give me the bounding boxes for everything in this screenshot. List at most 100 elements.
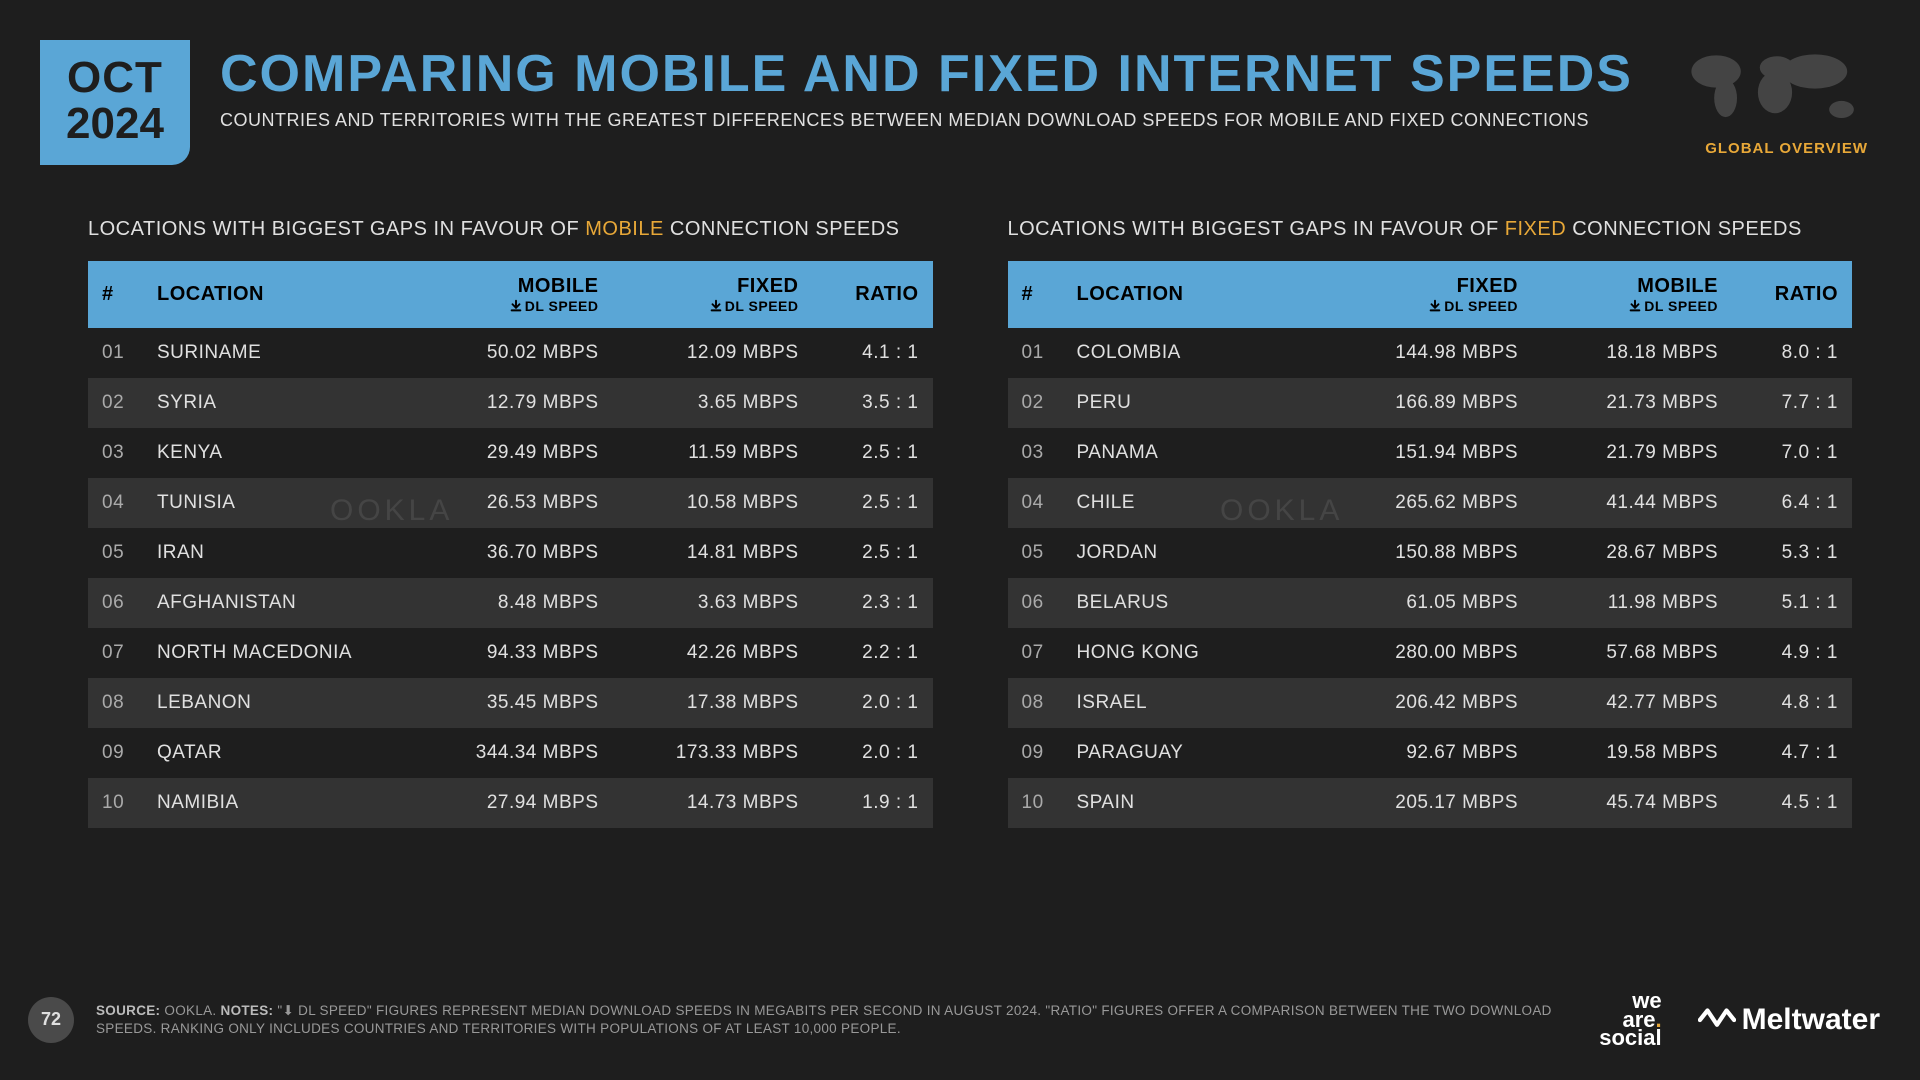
row-num: 05 — [88, 528, 143, 578]
row-speed-b: 14.81 MBPS — [613, 528, 813, 578]
row-num: 03 — [88, 428, 143, 478]
row-speed-b: 45.74 MBPS — [1532, 778, 1732, 828]
row-num: 06 — [88, 578, 143, 628]
table-row: 10NAMIBIA27.94 MBPS14.73 MBPS1.9 : 1 — [88, 778, 933, 828]
row-ratio: 4.1 : 1 — [813, 328, 933, 378]
row-speed-b: 14.73 MBPS — [613, 778, 813, 828]
row-num: 04 — [1008, 478, 1063, 528]
row-speed-b: 11.98 MBPS — [1532, 578, 1732, 628]
row-speed-a: 144.98 MBPS — [1332, 328, 1532, 378]
col-fixed-speed: FIXEDDL SPEED — [613, 261, 813, 328]
page-number: 72 — [28, 997, 74, 1043]
table-row: 03PANAMA151.94 MBPS21.79 MBPS7.0 : 1 — [1008, 428, 1853, 478]
col-location: LOCATION — [1063, 261, 1333, 328]
table-row: 03KENYA29.49 MBPS11.59 MBPS2.5 : 1 — [88, 428, 933, 478]
row-location: TUNISIA — [143, 478, 413, 528]
row-ratio: 4.5 : 1 — [1732, 778, 1852, 828]
row-speed-b: 42.26 MBPS — [613, 628, 813, 678]
table-row: 01SURINAME50.02 MBPS12.09 MBPS4.1 : 1 — [88, 328, 933, 378]
row-num: 09 — [1008, 728, 1063, 778]
row-num: 03 — [1008, 428, 1063, 478]
table-row: 07HONG KONG280.00 MBPS57.68 MBPS4.9 : 1 — [1008, 628, 1853, 678]
row-speed-b: 21.73 MBPS — [1532, 378, 1732, 428]
row-ratio: 7.0 : 1 — [1732, 428, 1852, 478]
row-ratio: 5.3 : 1 — [1732, 528, 1852, 578]
row-location: LEBANON — [143, 678, 413, 728]
row-speed-b: 3.63 MBPS — [613, 578, 813, 628]
table-row: 05JORDAN150.88 MBPS28.67 MBPS5.3 : 1 — [1008, 528, 1853, 578]
logos: we are. social Meltwater — [1599, 992, 1880, 1048]
row-num: 05 — [1008, 528, 1063, 578]
row-ratio: 4.8 : 1 — [1732, 678, 1852, 728]
row-speed-a: 36.70 MBPS — [413, 528, 613, 578]
row-speed-a: 94.33 MBPS — [413, 628, 613, 678]
col-mobile-speed: MOBILEDL SPEED — [413, 261, 613, 328]
page-subtitle: COUNTRIES AND TERRITORIES WITH THE GREAT… — [220, 110, 1633, 131]
row-speed-b: 12.09 MBPS — [613, 328, 813, 378]
row-speed-a: 26.53 MBPS — [413, 478, 613, 528]
row-location: AFGHANISTAN — [143, 578, 413, 628]
row-location: PERU — [1063, 378, 1333, 428]
row-num: 04 — [88, 478, 143, 528]
row-num: 02 — [1008, 378, 1063, 428]
table-header-row: # LOCATION FIXEDDL SPEED MOBILEDL SPEED … — [1008, 261, 1853, 328]
row-ratio: 3.5 : 1 — [813, 378, 933, 428]
table-row: 02PERU166.89 MBPS21.73 MBPS7.7 : 1 — [1008, 378, 1853, 428]
row-location: BELARUS — [1063, 578, 1333, 628]
table-row: 06AFGHANISTAN8.48 MBPS3.63 MBPS2.3 : 1 — [88, 578, 933, 628]
row-location: KENYA — [143, 428, 413, 478]
row-ratio: 2.5 : 1 — [813, 428, 933, 478]
page-title: COMPARING MOBILE AND FIXED INTERNET SPEE… — [220, 48, 1633, 100]
row-location: SYRIA — [143, 378, 413, 428]
row-speed-a: 92.67 MBPS — [1332, 728, 1532, 778]
table-row: 09PARAGUAY92.67 MBPS19.58 MBPS4.7 : 1 — [1008, 728, 1853, 778]
table-row: 01COLOMBIA144.98 MBPS18.18 MBPS8.0 : 1 — [1008, 328, 1853, 378]
row-ratio: 2.0 : 1 — [813, 678, 933, 728]
row-location: CHILE — [1063, 478, 1333, 528]
world-map-icon — [1680, 44, 1870, 136]
row-speed-b: 41.44 MBPS — [1532, 478, 1732, 528]
row-speed-b: 18.18 MBPS — [1532, 328, 1732, 378]
row-speed-b: 19.58 MBPS — [1532, 728, 1732, 778]
row-ratio: 2.0 : 1 — [813, 728, 933, 778]
col-mobile-speed: MOBILEDL SPEED — [1532, 261, 1732, 328]
table-row: 05IRAN36.70 MBPS14.81 MBPS2.5 : 1 — [88, 528, 933, 578]
row-speed-b: 21.79 MBPS — [1532, 428, 1732, 478]
row-num: 08 — [1008, 678, 1063, 728]
table-row: 02SYRIA12.79 MBPS3.65 MBPS3.5 : 1 — [88, 378, 933, 428]
row-speed-a: 27.94 MBPS — [413, 778, 613, 828]
table-row: 07NORTH MACEDONIA94.33 MBPS42.26 MBPS2.2… — [88, 628, 933, 678]
row-location: JORDAN — [1063, 528, 1333, 578]
row-location: SURINAME — [143, 328, 413, 378]
row-speed-a: 265.62 MBPS — [1332, 478, 1532, 528]
col-num: # — [88, 261, 143, 328]
row-speed-a: 35.45 MBPS — [413, 678, 613, 728]
row-ratio: 2.5 : 1 — [813, 528, 933, 578]
tables-container: LOCATIONS WITH BIGGEST GAPS IN FAVOUR OF… — [88, 218, 1852, 828]
table-row: 08LEBANON35.45 MBPS17.38 MBPS2.0 : 1 — [88, 678, 933, 728]
row-ratio: 6.4 : 1 — [1732, 478, 1852, 528]
row-location: COLOMBIA — [1063, 328, 1333, 378]
row-speed-b: 28.67 MBPS — [1532, 528, 1732, 578]
row-num: 09 — [88, 728, 143, 778]
row-speed-b: 11.59 MBPS — [613, 428, 813, 478]
row-speed-a: 206.42 MBPS — [1332, 678, 1532, 728]
row-speed-a: 151.94 MBPS — [1332, 428, 1532, 478]
row-location: QATAR — [143, 728, 413, 778]
mobile-table-title: LOCATIONS WITH BIGGEST GAPS IN FAVOUR OF… — [88, 218, 933, 241]
fixed-favour-table-block: LOCATIONS WITH BIGGEST GAPS IN FAVOUR OF… — [1008, 218, 1853, 828]
fixed-favour-table: # LOCATION FIXEDDL SPEED MOBILEDL SPEED … — [1008, 261, 1853, 828]
row-ratio: 2.5 : 1 — [813, 478, 933, 528]
row-ratio: 2.2 : 1 — [813, 628, 933, 678]
table-row: 10SPAIN205.17 MBPS45.74 MBPS4.5 : 1 — [1008, 778, 1853, 828]
row-num: 01 — [88, 328, 143, 378]
row-ratio: 4.9 : 1 — [1732, 628, 1852, 678]
row-location: PARAGUAY — [1063, 728, 1333, 778]
col-num: # — [1008, 261, 1063, 328]
table-row: 04TUNISIA26.53 MBPS10.58 MBPS2.5 : 1 — [88, 478, 933, 528]
table-header-row: # LOCATION MOBILEDL SPEED FIXEDDL SPEED … — [88, 261, 933, 328]
row-num: 08 — [88, 678, 143, 728]
row-ratio: 7.7 : 1 — [1732, 378, 1852, 428]
row-ratio: 4.7 : 1 — [1732, 728, 1852, 778]
row-speed-a: 12.79 MBPS — [413, 378, 613, 428]
